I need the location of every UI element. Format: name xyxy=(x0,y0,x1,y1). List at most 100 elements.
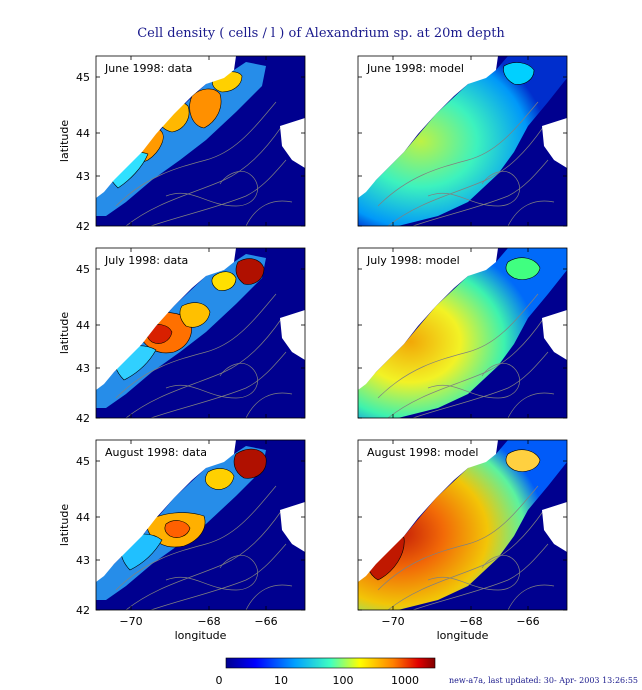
x-tick-label: −70 xyxy=(119,615,142,628)
panel-july-model: July 1998: model xyxy=(357,247,568,419)
panel-label: August 1998: model xyxy=(367,446,478,459)
y-tick-label: 45 xyxy=(76,71,90,84)
panel-june-data: June 1998: data 45 44 43 42 latitude xyxy=(58,55,306,233)
land xyxy=(358,248,567,390)
y-tick-label: 42 xyxy=(76,412,90,425)
bathymetry-contour xyxy=(245,200,293,226)
panel-frame xyxy=(357,55,568,227)
land xyxy=(96,248,305,390)
density-patch xyxy=(505,257,541,280)
colorbar-gradient xyxy=(225,657,436,669)
bathymetry-contour xyxy=(412,159,549,226)
bathymetry-contour xyxy=(165,555,258,591)
bathymetry-contour xyxy=(115,101,277,207)
density-patch xyxy=(205,468,235,490)
x-tick-label: −68 xyxy=(459,615,482,628)
panel-label: July 1998: model xyxy=(366,254,460,267)
bathymetry-contour xyxy=(165,363,258,399)
bathymetry-contour xyxy=(115,485,277,591)
bathymetry-contour xyxy=(125,509,283,610)
y-tick-label: 44 xyxy=(76,127,90,140)
data-coverage-band xyxy=(96,62,266,216)
model-density-field xyxy=(358,248,567,418)
bathymetry-contour xyxy=(245,584,293,610)
x-tick-label: −66 xyxy=(254,615,277,628)
land xyxy=(96,440,305,582)
figure-title: Cell density ( cells / l ) of Alexandriu… xyxy=(137,26,505,41)
bathymetry-contour xyxy=(150,351,287,418)
panel-label: June 1998: model xyxy=(366,62,464,75)
bathymetry-contour xyxy=(412,351,549,418)
bathymetry-contour xyxy=(387,509,545,610)
bathymetry-contour xyxy=(427,171,520,207)
bathymetry-contour xyxy=(377,101,539,207)
panel-july-data: July 1998: data 45 44 43 42 latitude xyxy=(58,247,306,425)
y-tick-label: 45 xyxy=(76,263,90,276)
update-stamp: new-a7a, last updated: 30- Apr- 2003 13:… xyxy=(448,676,638,685)
x-tick-label: −66 xyxy=(516,615,539,628)
y-axis-label: latitude xyxy=(58,120,71,162)
y-tick-label: 43 xyxy=(76,362,90,375)
y-tick-label: 42 xyxy=(76,604,90,617)
bathymetry-contour xyxy=(245,392,293,418)
bathymetry-contour xyxy=(377,293,539,399)
land xyxy=(358,56,567,198)
x-axis-label: longitude xyxy=(437,629,489,642)
colorbar-tick-label: 1000 xyxy=(391,674,419,687)
x-tick-label: −68 xyxy=(197,615,220,628)
y-tick-label: 43 xyxy=(76,554,90,567)
panel-frame xyxy=(357,439,568,611)
y-tick-label: 42 xyxy=(76,220,90,233)
density-patch xyxy=(233,448,267,479)
panel-august-model: August 1998: model −70 −68 −66 longitude xyxy=(357,439,568,642)
bathymetry-contour xyxy=(125,317,283,418)
bathymetry-contour xyxy=(412,543,549,610)
y-tick-label: 43 xyxy=(76,170,90,183)
density-patch xyxy=(211,271,237,291)
panel-frame xyxy=(95,439,306,611)
colorbar-tick-label: 100 xyxy=(333,674,354,687)
bathymetry-contour xyxy=(125,125,283,226)
bathymetry-contour xyxy=(427,555,520,591)
panel-frame xyxy=(95,247,306,419)
panel-label: July 1998: data xyxy=(104,254,188,267)
panel-august-data: August 1998: data 45 44 43 42 latitude −70 −68 −… xyxy=(58,439,306,642)
model-density-field xyxy=(358,56,567,226)
bathymetry-contour xyxy=(377,485,539,591)
x-axis-label: longitude xyxy=(175,629,227,642)
bathymetry-contour xyxy=(150,543,287,610)
bathymetry-contour xyxy=(387,317,545,418)
density-patch xyxy=(189,88,222,129)
bathymetry-contour xyxy=(115,293,277,399)
density-patch xyxy=(235,258,265,285)
panel-label: August 1998: data xyxy=(105,446,207,459)
bathymetry-contour xyxy=(150,159,287,226)
density-patch xyxy=(505,449,541,472)
bathymetry-contour xyxy=(387,125,545,226)
density-patch xyxy=(164,520,191,538)
x-tick-label: −70 xyxy=(381,615,404,628)
panel-june-model: June 1998: model xyxy=(357,55,568,227)
y-tick-label: 44 xyxy=(76,319,90,332)
y-tick-label: 45 xyxy=(76,455,90,468)
land xyxy=(358,440,567,582)
y-tick-label: 44 xyxy=(76,511,90,524)
colorbar: 0 10 100 1000 xyxy=(216,657,436,687)
panel-label: June 1998: data xyxy=(104,62,192,75)
y-axis-label: latitude xyxy=(58,504,71,546)
bathymetry-contour xyxy=(427,363,520,399)
bathymetry-contour xyxy=(507,584,555,610)
panel-frame xyxy=(95,55,306,227)
panel-frame xyxy=(357,247,568,419)
bathymetry-contour xyxy=(507,200,555,226)
land xyxy=(96,56,305,198)
model-density-field xyxy=(358,440,567,610)
density-patch xyxy=(503,62,535,85)
bathymetry-contour xyxy=(507,392,555,418)
y-axis-label: latitude xyxy=(58,312,71,354)
colorbar-tick-label: 0 xyxy=(216,674,223,687)
density-patch xyxy=(179,302,211,328)
bathymetry-contour xyxy=(165,171,258,207)
colorbar-tick-label: 10 xyxy=(274,674,288,687)
